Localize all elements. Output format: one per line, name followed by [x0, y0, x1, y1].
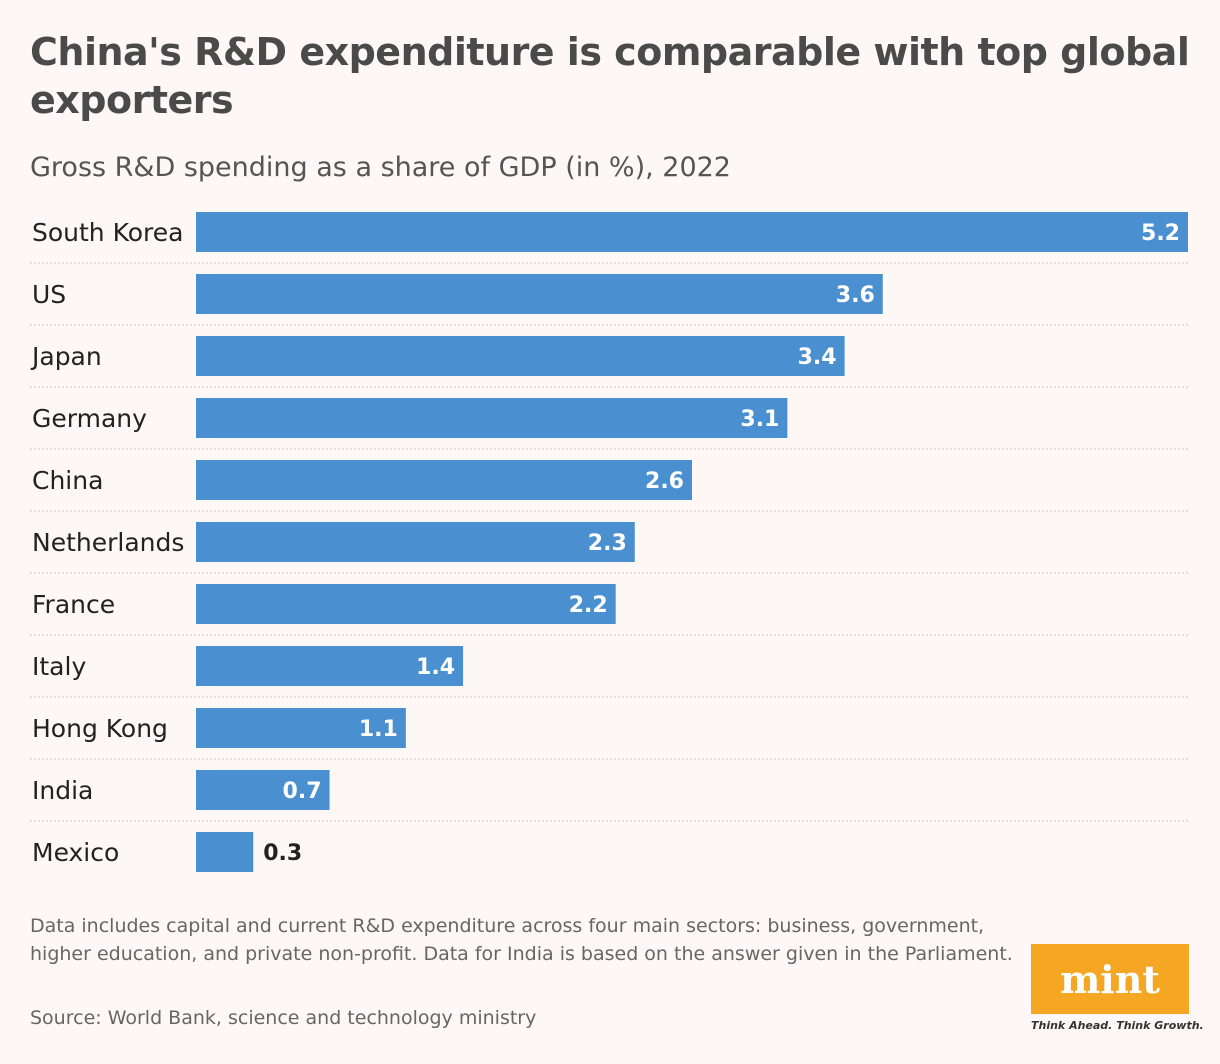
bar-germany	[196, 398, 788, 438]
category-label-france: France	[32, 590, 115, 619]
value-label-china: 2.6	[645, 469, 684, 494]
category-label-china: China	[32, 466, 103, 495]
category-label-mexico: Mexico	[32, 838, 119, 867]
bar-china	[196, 460, 692, 500]
value-label-hong-kong: 1.1	[359, 717, 398, 742]
chart-note: Data includes capital and current R&D ex…	[30, 915, 1013, 965]
bar-south-korea	[196, 212, 1188, 252]
chart-subtitle: Gross R&D spending as a share of GDP (in…	[30, 152, 731, 183]
bar-japan	[196, 336, 845, 376]
category-label-us: US	[32, 280, 66, 309]
value-label-italy: 1.4	[416, 655, 455, 680]
category-label-japan: Japan	[30, 342, 102, 371]
category-label-hong-kong: Hong Kong	[32, 714, 168, 743]
bar-hong-kong	[196, 708, 406, 748]
bar-netherlands	[196, 522, 635, 562]
value-label-germany: 3.1	[740, 407, 779, 432]
bar-italy	[196, 646, 464, 686]
category-label-germany: Germany	[32, 404, 147, 433]
category-label-netherlands: Netherlands	[32, 528, 184, 557]
bar-france	[196, 584, 616, 624]
value-label-france: 2.2	[569, 593, 608, 618]
category-label-italy: Italy	[32, 652, 86, 681]
category-label-south-korea: South Korea	[32, 218, 183, 247]
mint-logo: mint	[1031, 944, 1189, 1014]
bar-india	[196, 770, 330, 810]
value-label-japan: 3.4	[798, 345, 837, 370]
chart-source: Source: World Bank, science and technolo…	[30, 1007, 537, 1029]
value-label-mexico: 0.3	[263, 841, 302, 866]
logo-text: mint	[1060, 956, 1160, 1002]
category-label-india: India	[32, 776, 93, 805]
bar-us	[196, 274, 883, 314]
logo-tagline: Think Ahead. Think Growth.	[1031, 1019, 1204, 1032]
chart-title: China's R&D expenditure is comparable wi…	[30, 30, 1190, 122]
value-label-india: 0.7	[283, 779, 322, 804]
bar-mexico	[196, 832, 254, 872]
value-label-netherlands: 2.3	[588, 531, 627, 556]
value-label-south-korea: 5.2	[1141, 221, 1180, 246]
bar-chart: South Korea 5.2 US 3.6 Japan 3.4 Germany 3.1 Chi…	[30, 212, 1188, 872]
value-label-us: 3.6	[836, 283, 875, 308]
